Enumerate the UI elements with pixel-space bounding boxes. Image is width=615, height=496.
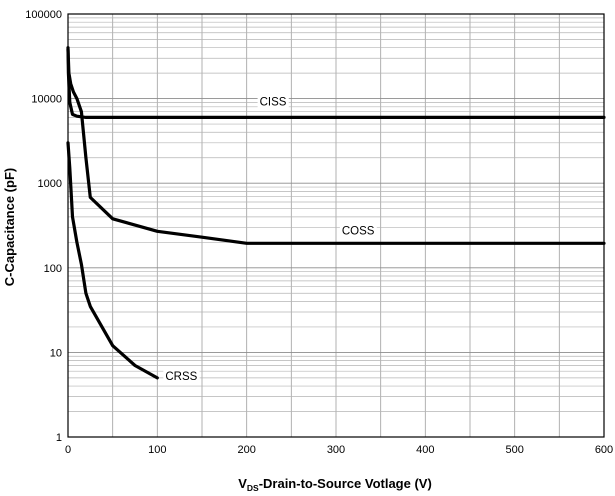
series-lines: [66, 46, 606, 380]
y-tick-label: 100000: [25, 9, 62, 21]
x-tick-label: 0: [65, 444, 71, 456]
x-axis-title-prefix: V: [238, 476, 247, 491]
x-tick-label: 100: [148, 444, 166, 456]
series-label-coss: COSS: [342, 225, 375, 237]
series-labels: CISS COSS CRSS: [163, 95, 377, 384]
y-axis-ticks: 1 10 100 1000 10000 100000: [25, 9, 62, 444]
series-label-ciss: CISS: [260, 96, 287, 108]
y-tick-label: 10000: [31, 94, 62, 106]
series-line-crss: [66, 141, 159, 380]
y-tick-label: 1: [56, 432, 62, 444]
x-tick-label: 500: [505, 444, 523, 456]
x-axis-title-rest: -Drain-to-Source Votlage (V): [259, 476, 432, 491]
series-label-crss: CRSS: [165, 371, 197, 383]
y-tick-label: 1000: [38, 178, 62, 190]
series-line-ciss: [66, 46, 606, 120]
series-line-coss: [66, 47, 606, 245]
series-label-background: [163, 369, 200, 384]
plot-frame: [67, 13, 605, 438]
x-tick-label: 400: [416, 444, 434, 456]
x-tick-label: 200: [237, 444, 255, 456]
y-tick-label: 100: [44, 263, 62, 275]
x-tick-label: 600: [595, 444, 613, 456]
x-axis-ticks: 0 100 200 300 400 500 600: [65, 444, 613, 456]
series-label-background: [339, 224, 377, 239]
grid: [68, 14, 604, 437]
x-axis-title: VDS-Drain-to-Source Votlage (V): [238, 476, 432, 493]
series-label-background: [257, 95, 289, 110]
y-axis-title: C-Capacitance (pF): [2, 168, 17, 286]
x-axis-title-subscript: DS: [247, 483, 259, 493]
x-tick-label: 300: [327, 444, 345, 456]
y-tick-label: 10: [50, 347, 62, 359]
